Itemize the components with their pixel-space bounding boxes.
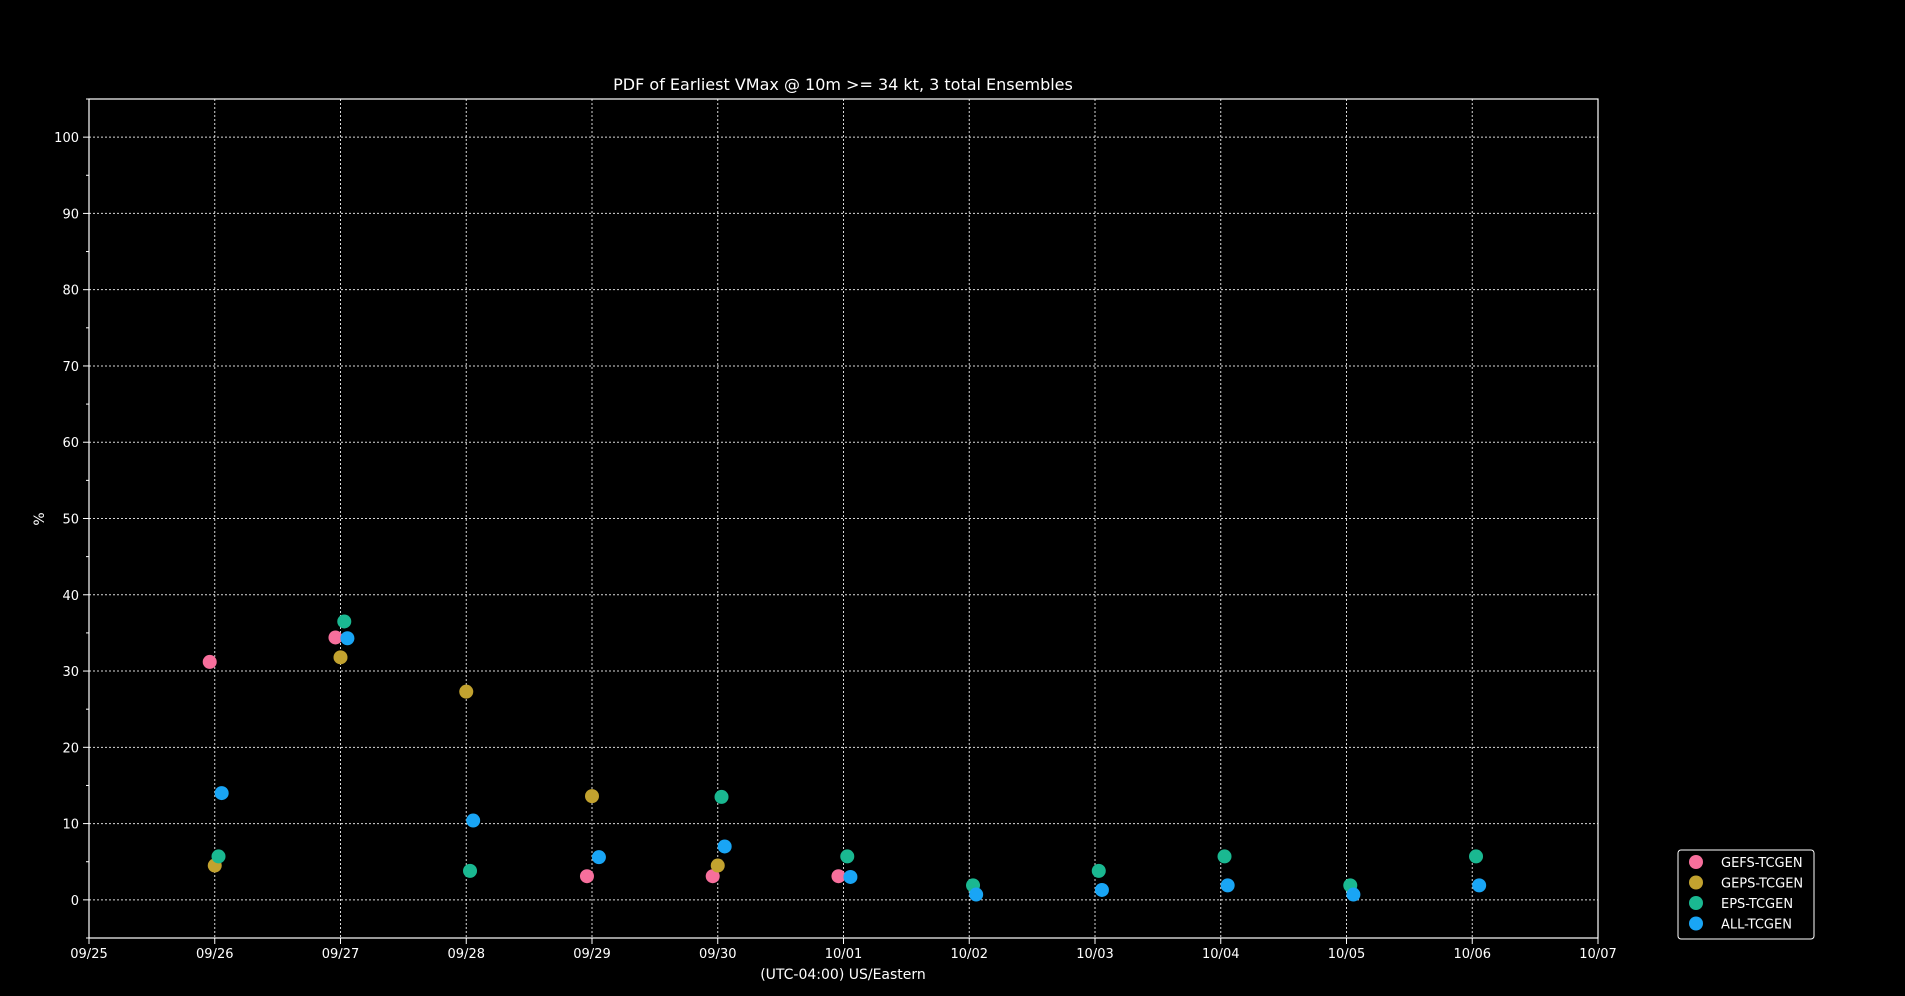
- data-points: [202, 614, 1487, 902]
- legend-marker: [1689, 855, 1703, 869]
- chart-title: PDF of Earliest VMax @ 10m >= 34 kt, 3 t…: [613, 75, 1073, 94]
- x-tick-label: 10/03: [1076, 947, 1113, 962]
- y-tick-label: 0: [71, 894, 79, 909]
- x-tick-label: 09/26: [196, 947, 233, 962]
- data-point[interactable]: [466, 813, 481, 828]
- series-all-tcgen: [214, 631, 1487, 902]
- x-tick-label: 10/01: [825, 947, 862, 962]
- data-point[interactable]: [831, 869, 846, 884]
- y-tick-label: 20: [62, 741, 79, 756]
- data-point[interactable]: [202, 654, 217, 669]
- legend-item: GEPS-TCGEN: [1689, 875, 1803, 892]
- x-tick-label: 09/30: [699, 947, 736, 962]
- y-axis-label: %: [32, 512, 48, 525]
- x-tick-label: 10/05: [1328, 947, 1365, 962]
- data-point[interactable]: [710, 858, 725, 873]
- y-tick-label: 30: [62, 665, 79, 680]
- y-tick-label: 90: [62, 207, 79, 222]
- data-point[interactable]: [585, 789, 599, 804]
- y-tick-label: 100: [54, 131, 79, 146]
- legend-marker: [1689, 875, 1703, 890]
- data-point[interactable]: [333, 650, 348, 665]
- data-point[interactable]: [1091, 863, 1106, 878]
- data-point[interactable]: [1217, 849, 1232, 864]
- y-tick-label: 60: [62, 436, 79, 451]
- x-tick-label: 09/27: [322, 947, 359, 962]
- axes: 09/25 09/26 09/27 09/28 09/29 09/30 10/01 10/02…: [54, 98, 1617, 962]
- legend-box: [1677, 849, 1815, 940]
- data-point[interactable]: [459, 684, 474, 699]
- data-point[interactable]: [1220, 878, 1235, 893]
- x-tick-label: 10/06: [1454, 947, 1491, 962]
- legend-label: GEFS-TCGEN: [1721, 856, 1803, 871]
- x-tick-label: 09/25: [70, 947, 107, 962]
- data-point[interactable]: [328, 630, 343, 645]
- data-point[interactable]: [705, 869, 720, 884]
- series-gefs-tcgen: [202, 630, 846, 884]
- data-point[interactable]: [717, 839, 732, 854]
- data-point[interactable]: [211, 849, 226, 864]
- y-tick-label: 50: [62, 513, 79, 528]
- data-point[interactable]: [214, 786, 229, 801]
- legend-item: ALL-TCGEN: [1689, 916, 1792, 933]
- legend-item: EPS-TCGEN: [1689, 896, 1793, 912]
- data-point[interactable]: [1346, 887, 1361, 902]
- legend-marker: [1689, 896, 1703, 910]
- data-point[interactable]: [1472, 878, 1487, 893]
- data-point[interactable]: [714, 789, 729, 804]
- legend: GEFS-TCGEN GEPS-TCGEN EPS-TCGEN ALL-TCGEN: [1677, 849, 1815, 940]
- legend-label: EPS-TCGEN: [1721, 897, 1793, 912]
- x-axis-label: (UTC-04:00) US/Eastern: [760, 967, 926, 983]
- x-tick-label: 09/29: [573, 947, 610, 962]
- legend-label: GEPS-TCGEN: [1721, 877, 1803, 892]
- grid: [89, 99, 1598, 938]
- y-tick-label: 40: [62, 589, 79, 604]
- data-point[interactable]: [337, 614, 352, 629]
- x-tick-label: 09/28: [448, 947, 485, 962]
- series-eps-tcgen: [211, 614, 1484, 893]
- data-point[interactable]: [579, 869, 594, 884]
- data-point[interactable]: [843, 869, 858, 884]
- legend-item: GEFS-TCGEN: [1689, 855, 1803, 871]
- x-tick-label: 10/07: [1579, 947, 1616, 962]
- data-point[interactable]: [463, 863, 478, 878]
- y-tick-label: 10: [62, 818, 79, 833]
- x-tick-label: 10/02: [951, 947, 988, 962]
- y-tick-label: 80: [62, 284, 79, 299]
- x-tick-label: 10/04: [1202, 947, 1239, 962]
- data-point[interactable]: [1469, 849, 1484, 864]
- data-point[interactable]: [1094, 882, 1109, 897]
- data-point[interactable]: [340, 631, 355, 646]
- data-point[interactable]: [969, 887, 984, 902]
- y-tick-label: 70: [62, 360, 79, 375]
- data-point[interactable]: [840, 849, 855, 864]
- data-point[interactable]: [591, 850, 606, 865]
- plot-frame: [88, 98, 1599, 939]
- legend-label: ALL-TCGEN: [1721, 918, 1792, 933]
- legend-marker: [1689, 916, 1703, 931]
